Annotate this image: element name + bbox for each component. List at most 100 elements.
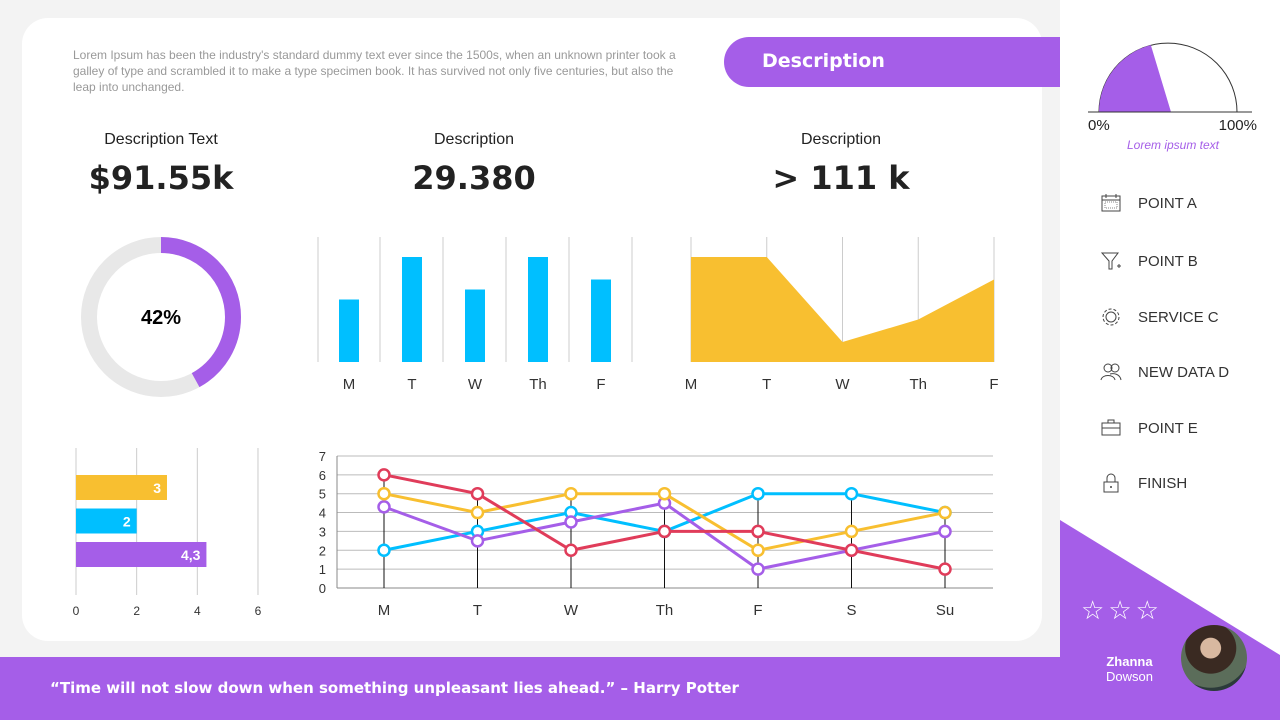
gear-icon: [1102, 308, 1120, 326]
donut-label: 42%: [141, 307, 181, 329]
first-name: Zhanna: [1106, 654, 1153, 669]
star-icon[interactable]: ☆: [1135, 595, 1159, 625]
data-point: [377, 468, 391, 482]
x-tick-label: 4: [194, 604, 201, 618]
donut-value-arc: [81, 237, 241, 397]
kpi-label: Description: [800, 131, 882, 148]
data-point: [938, 505, 952, 520]
star-icon[interactable]: ☆: [1081, 595, 1105, 625]
menu-item-new-data-d[interactable]: NEW DATA D: [1100, 361, 1229, 383]
menu-label: SERVICE C: [1138, 308, 1219, 326]
data-point: [564, 543, 578, 558]
menu-item-point-a[interactable]: POINT A: [1100, 193, 1197, 213]
x-tick-label: M: [685, 376, 698, 393]
menu-label: NEW DATA D: [1138, 363, 1230, 381]
kpi-3: Description > 111 k: [711, 131, 971, 197]
data-point: [657, 486, 672, 501]
menu-item-point-e[interactable]: POINT E: [1100, 417, 1198, 439]
profile-name: Zhanna Dowson: [1106, 654, 1153, 684]
gauge-max-label: 100%: [1219, 117, 1257, 134]
hbar: [76, 475, 167, 500]
data-point: [470, 486, 485, 501]
x-tick-label: Su: [936, 602, 954, 619]
x-tick-label: M: [343, 376, 356, 393]
x-tick-label: W: [835, 376, 850, 393]
kpi-label: Description Text: [104, 131, 218, 148]
briefcase-icon: [1101, 419, 1121, 436]
data-point: [657, 524, 672, 539]
data-point: [377, 486, 391, 501]
y-tick-label: 5: [319, 487, 326, 502]
calendar-icon: [1101, 194, 1121, 212]
star-rating[interactable]: ☆ ☆ ☆: [1081, 597, 1159, 623]
intro-text: Lorem Ipsum has been the industry's stan…: [73, 48, 676, 94]
x-tick-label: 6: [255, 604, 262, 618]
menu-label: POINT A: [1138, 194, 1197, 212]
x-tick-label: Th: [909, 376, 927, 393]
x-tick-label: W: [468, 376, 483, 393]
y-tick-label: 2: [319, 543, 326, 558]
x-tick-label: M: [378, 602, 391, 619]
y-tick-label: 6: [319, 468, 326, 483]
hbar: [76, 542, 207, 567]
kpi-2: Description 29.380: [344, 131, 604, 197]
data-point: [751, 562, 765, 576]
x-tick-label: T: [473, 602, 482, 619]
star-icon[interactable]: ☆: [1108, 595, 1132, 625]
bar: [339, 299, 359, 362]
x-tick-label: F: [753, 602, 762, 619]
funnel-icon: [1100, 252, 1121, 270]
data-point: [564, 515, 578, 529]
last-name: Dowson: [1106, 669, 1153, 684]
gauge-caption: Lorem ipsum text: [1127, 138, 1220, 152]
x-tick-label: Th: [529, 376, 547, 393]
y-tick-label: 4: [319, 506, 326, 521]
data-point: [377, 543, 391, 558]
data-point: [377, 500, 391, 514]
menu-item-point-b[interactable]: POINT B: [1100, 250, 1198, 272]
avatar[interactable]: [1181, 625, 1247, 691]
data-point: [844, 543, 859, 558]
bar: [465, 289, 485, 362]
bar: [402, 257, 422, 362]
data-point: [844, 524, 859, 539]
users-icon: [1100, 363, 1122, 381]
data-point: [751, 524, 765, 539]
x-tick-label: 0: [73, 604, 80, 618]
x-tick-label: T: [407, 376, 416, 393]
y-tick-label: 7: [319, 449, 326, 464]
y-tick-label: 1: [319, 562, 326, 577]
quote-footer: “Time will not slow down when something …: [0, 657, 1060, 720]
bar-label: 4,3: [181, 547, 201, 563]
data-point: [844, 486, 859, 501]
y-tick-label: 0: [319, 581, 326, 596]
bar-label: 2: [123, 514, 131, 530]
x-tick-label: S: [846, 602, 856, 619]
data-point: [751, 543, 765, 558]
data-point: [564, 486, 578, 501]
data-point: [470, 534, 485, 548]
x-tick-label: Th: [656, 602, 674, 619]
gauge-min-label: 0%: [1088, 117, 1110, 134]
description-banner: Description: [724, 37, 1060, 87]
kpi-label: Description: [433, 131, 515, 148]
x-tick-label: W: [564, 602, 579, 619]
kpi-value: > 111 k: [772, 159, 910, 197]
data-point: [938, 524, 952, 539]
kpi-value: 29.380: [412, 159, 536, 197]
bar: [591, 279, 611, 362]
menu-item-finish[interactable]: FINISH: [1100, 472, 1187, 494]
quote-text: “Time will not slow down when something …: [50, 679, 739, 697]
data-point: [470, 505, 485, 520]
menu-label: POINT B: [1138, 252, 1198, 270]
x-tick-label: T: [762, 376, 771, 393]
gauge-fill: [1099, 45, 1171, 112]
kpi-value: $91.55k: [88, 159, 234, 197]
x-tick-label: F: [596, 376, 605, 393]
menu-item-service-c[interactable]: SERVICE C: [1100, 306, 1219, 328]
kpi-1: Description Text $91.55k: [31, 131, 291, 197]
menu-label: POINT E: [1138, 419, 1198, 437]
bar-label: 3: [153, 480, 161, 496]
bar: [528, 257, 548, 362]
